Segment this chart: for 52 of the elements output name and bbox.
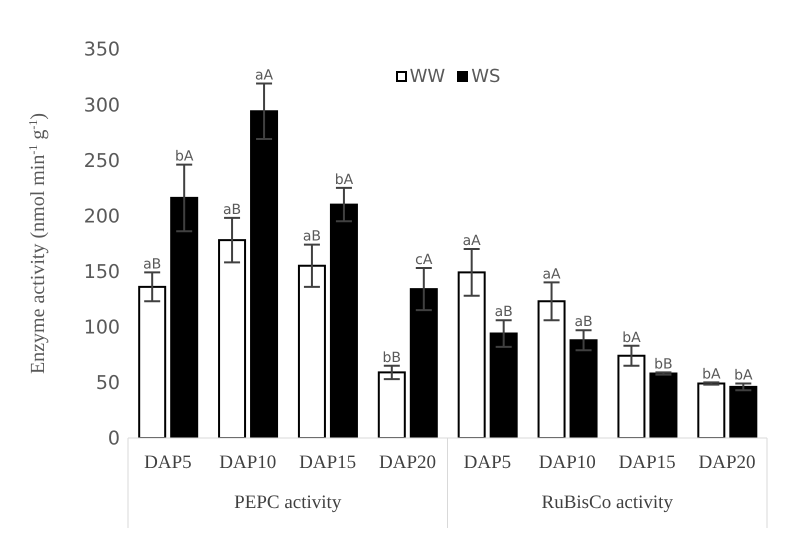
bar — [458, 271, 486, 438]
data-label: bA — [734, 368, 753, 384]
data-label: bB — [654, 356, 673, 372]
x-tick-label: DAP5 — [144, 452, 192, 473]
bar — [250, 110, 278, 438]
legend-label: WS — [470, 66, 500, 87]
y-tick-label: 250 — [84, 150, 120, 172]
bar — [330, 204, 358, 438]
text: PEPC activity — [234, 492, 342, 513]
x-tick-label: DAP10 — [219, 452, 276, 473]
x-tick-label: DAP15 — [299, 452, 356, 473]
y-tick-label: 200 — [84, 205, 120, 228]
bar — [649, 372, 678, 438]
data-label: bA — [174, 148, 194, 165]
x-tick-label: DAP15 — [618, 452, 676, 473]
y-tick-label: 0 — [108, 428, 120, 450]
y-tick-label: 150 — [84, 261, 120, 284]
bar — [570, 339, 598, 438]
data-label: bA — [622, 330, 642, 346]
x-tick-label: DAP10 — [538, 452, 596, 473]
data-label: aB — [143, 256, 162, 272]
data-label: aB — [302, 228, 322, 245]
bar — [170, 196, 198, 438]
data-label: bB — [382, 350, 402, 366]
data-label: aB — [574, 314, 593, 330]
data-label: aB — [222, 202, 242, 218]
bar — [218, 239, 246, 438]
bar — [538, 300, 566, 438]
bar — [490, 332, 518, 438]
y-tick-label: 100 — [84, 316, 120, 339]
bar — [697, 382, 726, 438]
y-tick-label: 350 — [84, 38, 120, 61]
bar — [410, 288, 438, 438]
data-label: aA — [542, 266, 562, 282]
x-tick-label: DAP20 — [698, 452, 756, 473]
x-tick-label: DAP5 — [464, 452, 512, 473]
data-label: aA — [462, 233, 482, 250]
bar — [729, 386, 758, 438]
data-label: bA — [702, 366, 721, 382]
legend-label: WW — [408, 66, 446, 87]
y-tick-label: 50 — [96, 372, 120, 394]
bar — [138, 286, 166, 438]
y-tick-label: 300 — [84, 94, 120, 116]
data-label: bA — [334, 172, 354, 188]
data-label: aB — [494, 304, 513, 320]
x-tick-label: DAP20 — [379, 452, 436, 473]
bar — [298, 264, 326, 438]
bar — [617, 354, 646, 438]
data-label: aA — [254, 67, 274, 84]
text: RuBisCo activity — [542, 492, 674, 513]
bar — [378, 371, 406, 438]
data-label: cA — [415, 252, 433, 268]
